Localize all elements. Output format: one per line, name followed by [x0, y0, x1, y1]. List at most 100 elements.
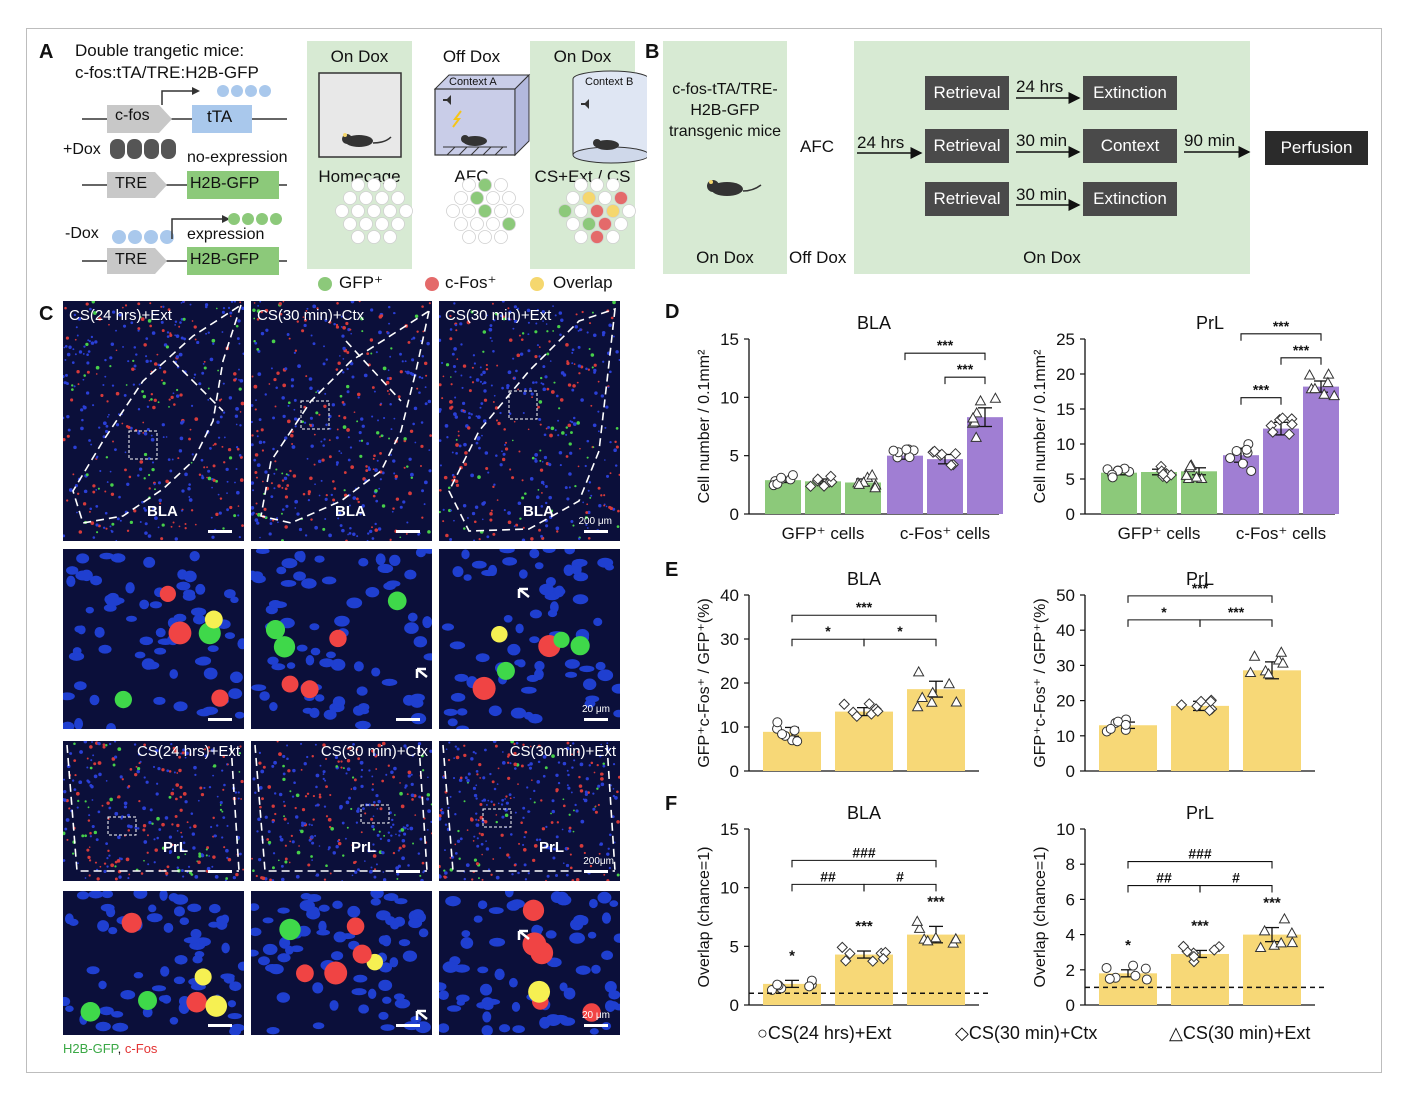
y-tick-label: 6: [1066, 890, 1075, 909]
cell-marker: [351, 230, 365, 244]
cell-marker: [359, 217, 373, 231]
cell-marker: [367, 230, 381, 244]
significance-label: ***: [937, 337, 954, 353]
data-point: [967, 411, 979, 423]
data-point: [950, 695, 963, 707]
data-point: [1208, 944, 1220, 956]
micrograph-caption: CS(30 min)+Ctx: [257, 307, 365, 324]
data-point: [1248, 650, 1261, 661]
significance-bracket: [1127, 619, 1201, 627]
y-tick-label: 0: [1066, 996, 1075, 1015]
data-point: [911, 915, 924, 926]
y-tick-label: 0: [730, 996, 739, 1015]
x-group-label: GFP⁺ cells: [1118, 524, 1201, 543]
micrograph-zoom-3: 20 μm: [439, 549, 620, 729]
scale-bar: [208, 1024, 232, 1027]
legend-separator: ,: [117, 1041, 122, 1056]
stage-3-top: On Dox: [553, 47, 612, 66]
significance-bracket: [1127, 595, 1273, 603]
significance-label: ##: [1156, 870, 1172, 886]
micrograph-prl-3: CS(30 min)+Ext PrL 200μm: [439, 741, 620, 881]
legend-gfp: GFP⁺: [339, 273, 383, 292]
cell-marker: [590, 178, 604, 192]
micrograph-zoom-1: [63, 549, 244, 729]
cell-marker: [446, 204, 460, 218]
significance-bracket: [863, 638, 937, 647]
bar: [1303, 386, 1339, 514]
data-point: [921, 934, 934, 946]
data-point: [949, 447, 962, 460]
cell-marker: [383, 230, 397, 244]
data-point: [838, 698, 850, 710]
y-tick-label: 10: [720, 718, 739, 737]
data-point: [776, 472, 787, 483]
significance-label: ***: [957, 361, 974, 377]
scale-text: 20 μm: [582, 704, 610, 715]
y-tick-label: 2: [1066, 961, 1075, 980]
cell-marker: [486, 217, 500, 231]
significance-label: ***: [856, 599, 873, 615]
context-a-label: Context A: [449, 76, 497, 88]
cell-marker: [375, 217, 389, 231]
bar: [1101, 472, 1137, 514]
significance-star: *: [1125, 937, 1131, 954]
data-point: [1188, 950, 1200, 963]
bar-charts: BLA 0 5 10 15 Cell number / 0.1mm² GFP⁺ cells c…: [696, 313, 1341, 1015]
data-point: [1246, 465, 1257, 476]
cell-marker: [614, 217, 628, 231]
significance-label: *: [1161, 604, 1167, 620]
plus-dox-label: +Dox: [63, 141, 101, 158]
y-axis-label: Overlap (chance=1): [1032, 847, 1049, 988]
cell-marker: [343, 217, 357, 231]
panel-b-arrows: [857, 92, 1251, 211]
cell-marker: [494, 204, 508, 218]
chart-title: PrL: [1186, 569, 1214, 589]
h2b-gfp-label-2: H2B-GFP: [190, 251, 260, 268]
data-point: [943, 677, 956, 689]
cell-marker: [606, 178, 620, 192]
cell-marker: [478, 178, 492, 192]
y-axis-label: Cell number / 0.1mm²: [1032, 349, 1049, 503]
gene-construct-diagram: [82, 85, 287, 275]
retrieval-box-3: Retrieval: [925, 182, 1009, 216]
cell-marker: [367, 204, 381, 218]
cell-marker: [582, 191, 596, 205]
data-point: [1203, 704, 1216, 717]
y-axis-label: GFP⁺c-Fos⁺ / GFP⁺(%): [1032, 598, 1049, 767]
micrograph-prl-2: CS(30 min)+Ctx PrL: [251, 741, 432, 881]
micrograph-bla-2: CS(30 min)+Ctx BLA: [251, 301, 432, 541]
y-tick-label: 0: [1066, 762, 1075, 781]
chart-title: BLA: [857, 313, 891, 333]
cell-marker: [351, 178, 365, 192]
y-axis-label: Overlap (chance=1): [696, 847, 713, 988]
region-label-bla: BLA: [147, 503, 178, 520]
significance-label: ***: [1253, 382, 1270, 398]
data-point: [1258, 924, 1271, 936]
data-point: [1140, 963, 1151, 974]
extinction-box-2: Extinction: [1083, 182, 1177, 216]
region-label-prl: PrL: [163, 839, 189, 856]
cell-marker: [502, 217, 516, 231]
significance-star: ***: [1263, 895, 1281, 912]
panel-label-b: B: [645, 41, 660, 63]
time-90min-label: 90 min: [1184, 131, 1236, 150]
data-point: [1275, 646, 1288, 657]
data-point: [1328, 389, 1341, 401]
data-point: [853, 478, 865, 489]
transgenic-mice-label: c-fos-tTA/TRE- H2B-GFP transgenic mice: [668, 81, 782, 140]
afc-label: AFC: [800, 137, 834, 156]
bar: [1171, 953, 1229, 1005]
scale-bar: [208, 718, 232, 721]
cfos-promoter-label: c-fos: [115, 107, 150, 124]
chart-title: BLA: [847, 569, 881, 589]
data-point: [1286, 927, 1298, 938]
data-point: [1262, 667, 1275, 679]
cell-marker: [454, 217, 468, 231]
h2b-gfp-label-1: H2B-GFP: [190, 175, 260, 192]
data-point: [1283, 428, 1295, 441]
legend-cfos: c-Fos⁺: [445, 273, 497, 292]
significance-star: ***: [927, 893, 945, 910]
y-tick-label: 4: [1066, 926, 1075, 945]
y-tick-label: 15: [1056, 400, 1075, 419]
data-point: [1303, 368, 1316, 380]
